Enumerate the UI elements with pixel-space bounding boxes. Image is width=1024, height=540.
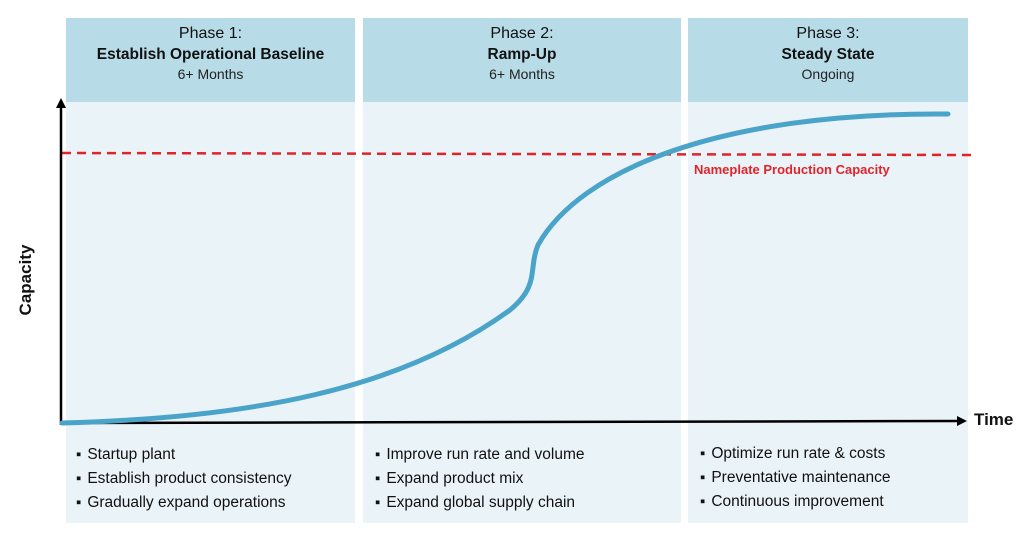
list-item: Expand global supply chain <box>375 491 584 515</box>
phase-3-header: Phase 3: Steady State Ongoing <box>688 18 968 102</box>
phase-2-duration: 6+ Months <box>489 66 555 82</box>
list-item: Establish product consistency <box>76 467 291 491</box>
phase-2-bullets: Improve run rate and volume Expand produ… <box>375 443 584 515</box>
list-item: Expand product mix <box>375 467 584 491</box>
phase-1-header: Phase 1: Establish Operational Baseline … <box>66 18 355 102</box>
x-axis-label: Time <box>974 410 1014 429</box>
phase-1-duration: 6+ Months <box>177 66 244 82</box>
phase-1-title: Establish Operational Baseline <box>96 46 325 63</box>
list-item: Gradually expand operations <box>76 491 292 515</box>
phase-2-title: Ramp-Up <box>487 46 557 63</box>
phase-3-label: Phase 3: <box>796 25 860 42</box>
phase-3-duration: Ongoing <box>801 66 855 82</box>
phase-2-header: Phase 2: Ramp-Up 6+ Months <box>363 18 681 102</box>
list-item: Improve run rate and volume <box>375 443 584 467</box>
x-axis <box>60 416 967 427</box>
phase-1-label: Phase 1: <box>178 25 243 42</box>
phase-2-label: Phase 2: <box>490 25 554 42</box>
list-item: Preventative maintenance <box>700 466 890 490</box>
list-item: Continuous improvement <box>700 490 891 514</box>
phase-2-panel <box>363 18 681 523</box>
list-item: Optimize run rate & costs <box>700 442 891 466</box>
y-axis-label: Capacity <box>16 244 35 316</box>
nameplate-capacity-label: Nameplate Production Capacity <box>694 162 890 177</box>
phase-1-bullets: Startup plant Establish product consiste… <box>76 443 292 515</box>
nameplate-capacity-line <box>61 151 976 157</box>
capacity-curve <box>59 111 951 426</box>
phase-3-panel <box>688 18 968 523</box>
phase-3-bullets: Optimize run rate & costs Preventative m… <box>700 442 891 514</box>
phase-3-title: Steady State <box>781 46 875 63</box>
phase-1-panel <box>66 18 355 523</box>
list-item: Startup plant <box>76 443 292 467</box>
